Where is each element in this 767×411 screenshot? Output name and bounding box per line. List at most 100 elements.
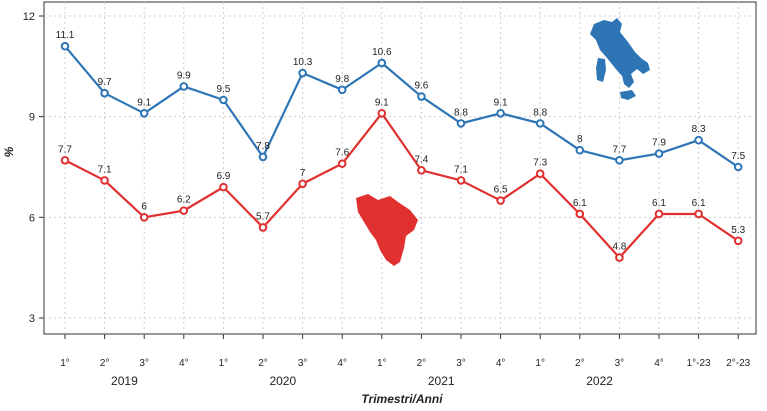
x-tick-label: 1° [535, 358, 545, 369]
data-point [654, 149, 664, 158]
data-point [733, 162, 743, 172]
year-label: 2019 [111, 374, 138, 388]
x-tick-label: 2° [100, 358, 110, 369]
x-tick-label: 2° [575, 358, 585, 369]
data-label: 8.3 [692, 124, 706, 135]
series-layer: 11.1 9.7 9.1 9.9 9.5 7.8 10.3 9.8 10.6 9.6 8.8 9.1 8… [56, 30, 746, 262]
data-point [219, 182, 228, 192]
y-tick-label: 9 [29, 112, 35, 124]
data-label: 8.8 [454, 107, 468, 118]
x-tick-label: 2° [258, 358, 268, 369]
data-point [575, 209, 585, 219]
data-point [456, 119, 466, 128]
data-label: 10.6 [372, 47, 392, 58]
data-label: 9.7 [98, 77, 112, 88]
series-line-1 [64, 112, 739, 259]
data-point [258, 223, 268, 232]
data-label: 6 [141, 201, 147, 212]
data-point [298, 179, 307, 189]
data-label: 6.1 [573, 198, 587, 209]
x-tick-label: 1° [377, 358, 387, 369]
data-point [377, 58, 387, 68]
data-point [60, 41, 70, 51]
data-label: 9.6 [414, 81, 428, 92]
data-label: 9.1 [494, 97, 508, 108]
y-tick-label: 3 [29, 313, 35, 325]
grid-lines [43, 1, 757, 335]
sicily-map-icon [620, 90, 636, 100]
data-label: 6.9 [216, 171, 230, 182]
plot-frame [43, 1, 757, 335]
x-tick-label: 2° [417, 358, 427, 369]
x-tick-label: 4° [654, 358, 664, 369]
data-label: 6.1 [652, 198, 666, 209]
x-tick-label: 4° [179, 358, 189, 369]
data-label: 4.8 [612, 242, 626, 253]
data-point [139, 213, 149, 222]
data-point [60, 155, 70, 165]
tuscany-map-icon [356, 194, 418, 266]
x-tick-label: 1° [219, 358, 229, 369]
data-label: 7.5 [731, 151, 745, 162]
x-tick-label: 3° [615, 358, 625, 369]
data-label: 7.6 [335, 148, 349, 159]
data-label: 5.7 [256, 211, 270, 222]
data-point [417, 92, 426, 101]
data-point [496, 109, 505, 118]
data-point [615, 253, 624, 262]
data-label: 9.5 [216, 84, 230, 95]
data-label: 6.2 [177, 195, 191, 206]
data-point [615, 155, 624, 165]
data-label: 7.3 [533, 158, 547, 169]
y-axis-label: % [2, 146, 16, 157]
data-label: 7.8 [256, 141, 270, 152]
data-point [377, 109, 387, 118]
data-label: 7.1 [98, 164, 112, 175]
data-label: 7.1 [454, 164, 468, 175]
data-point [417, 166, 426, 175]
data-label: 7.4 [414, 154, 428, 165]
data-label: 7.7 [612, 144, 626, 155]
data-point [535, 169, 545, 179]
data-label: 9.1 [375, 97, 389, 108]
data-point [100, 176, 109, 185]
data-label: 9.1 [137, 97, 151, 108]
data-label: 9.9 [177, 70, 191, 81]
data-label: 6.1 [692, 198, 706, 209]
x-tick-label: 3° [298, 358, 308, 369]
data-point [179, 82, 189, 91]
data-label: 7.7 [58, 144, 72, 155]
data-point [654, 209, 664, 219]
map-icons [356, 18, 650, 266]
data-point [456, 176, 466, 185]
data-label: 9.8 [335, 74, 349, 85]
italy-map-icon [590, 18, 650, 88]
year-label: 2022 [586, 374, 613, 388]
data-point [733, 236, 743, 246]
y-tick-label: 6 [29, 212, 35, 224]
year-label: 2021 [428, 374, 455, 388]
data-point [337, 159, 347, 168]
data-label: 8.8 [533, 107, 547, 118]
data-label: 7.9 [652, 138, 666, 149]
x-tick-label: 1° [60, 358, 70, 369]
data-label: 5.3 [731, 225, 745, 236]
data-label: 10.3 [293, 57, 313, 68]
data-label: 11.1 [56, 30, 75, 41]
data-point [694, 135, 703, 145]
data-point [575, 145, 585, 155]
data-point [258, 152, 268, 162]
x-tick-label: 2°-23 [726, 358, 750, 369]
x-axis-label: Trimestri/Anni [361, 392, 443, 406]
sardinia-map-icon [596, 58, 606, 82]
data-point [337, 85, 347, 95]
data-label: 7 [300, 168, 306, 179]
data-point [298, 68, 307, 78]
x-tick-label: 1°-23 [687, 358, 711, 369]
data-point [179, 206, 189, 215]
x-tick-label: 3° [456, 358, 466, 369]
x-tick-label: 4° [496, 358, 506, 369]
x-tick-label: 3° [139, 358, 149, 369]
data-point [100, 88, 109, 98]
